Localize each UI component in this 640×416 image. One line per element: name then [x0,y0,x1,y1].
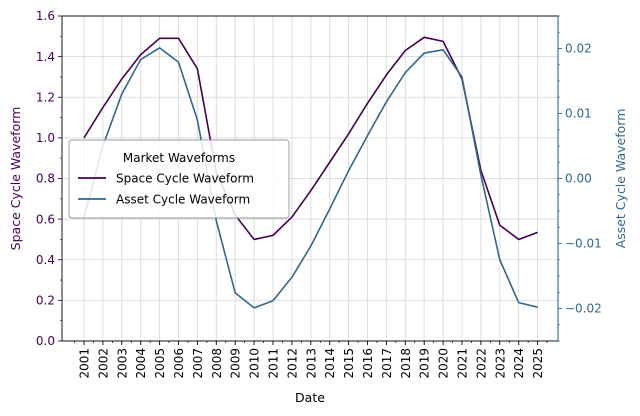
y-left-tick-label: 1.6 [36,9,55,23]
y-left-tick-label: 0.2 [36,294,55,308]
grid-layer [62,15,558,342]
x-tick-label: 2008 [210,348,224,379]
x-tick-label: 2025 [531,348,545,379]
x-tick-label: 2004 [134,348,148,379]
x-tick-label: 2005 [153,348,167,379]
x-tick-label: 2007 [191,348,205,379]
y-right-tick-label: 0.00 [565,172,592,186]
y-left-tick-label: 1.4 [36,50,55,64]
x-tick-label: 2009 [229,348,243,379]
y-right-tick-label: 0.01 [565,107,592,121]
y-axis-right: −0.02 −0.01 0.00 0.01 0.02 [557,15,602,342]
x-tick-label: 2013 [304,348,318,379]
y-axis-left-label: Space Cycle Waveform [8,107,23,251]
x-tick-label: 2022 [474,348,488,379]
series-layer [83,36,538,309]
y-right-tick-label: −0.01 [565,237,602,251]
y-right-tick-label: −0.02 [565,302,602,316]
x-tick-label: 2014 [323,348,337,379]
legend-entry-space-cycle: Space Cycle Waveform [116,172,254,186]
y-left-tick-label: 0.6 [36,212,55,226]
legend-entry-asset-cycle: Asset Cycle Waveform [116,193,250,207]
x-tick-label: 2016 [361,348,375,379]
x-tick-label: 2021 [456,348,470,379]
series-line-asset-cycle [83,47,538,309]
x-tick-label: 2024 [512,348,526,379]
x-axis-label: Date [295,390,325,405]
y-left-tick-label: 1.2 [36,90,55,104]
x-tick-label: 2002 [96,348,110,379]
x-tick-label: 2001 [78,348,92,379]
y-left-tick-label: 0.4 [36,253,55,267]
x-tick-label: 2010 [248,348,262,379]
x-axis: 2001 2002 2003 2004 2005 2006 2007 2008 2009 2010… [74,341,548,379]
x-tick-label: 2003 [115,348,129,379]
x-tick-label: 2018 [399,348,413,379]
y-right-tick-label: 0.02 [565,42,592,56]
x-tick-label: 2020 [437,348,451,379]
x-tick-label: 2006 [172,348,186,379]
x-tick-label: 2015 [342,348,356,379]
y-left-tick-label: 0.0 [36,334,55,348]
x-tick-label: 2012 [285,348,299,379]
x-tick-label: 2023 [493,348,507,379]
y-axis-right-label: Asset Cycle Waveform [613,109,628,249]
legend-box [68,139,290,219]
y-axis-left: 0.0 0.2 0.4 0.6 0.8 1.0 1.2 1.4 1.6 [36,9,62,348]
y-left-tick-label: 1.0 [36,131,55,145]
x-tick-label: 2011 [267,348,281,379]
legend: Market Waveforms Space Cycle Waveform As… [68,139,290,219]
x-tick-label: 2019 [418,348,432,379]
x-tick-label: 2017 [380,348,394,379]
legend-title: Market Waveforms [123,151,235,165]
y-left-tick-label: 0.8 [36,172,55,186]
